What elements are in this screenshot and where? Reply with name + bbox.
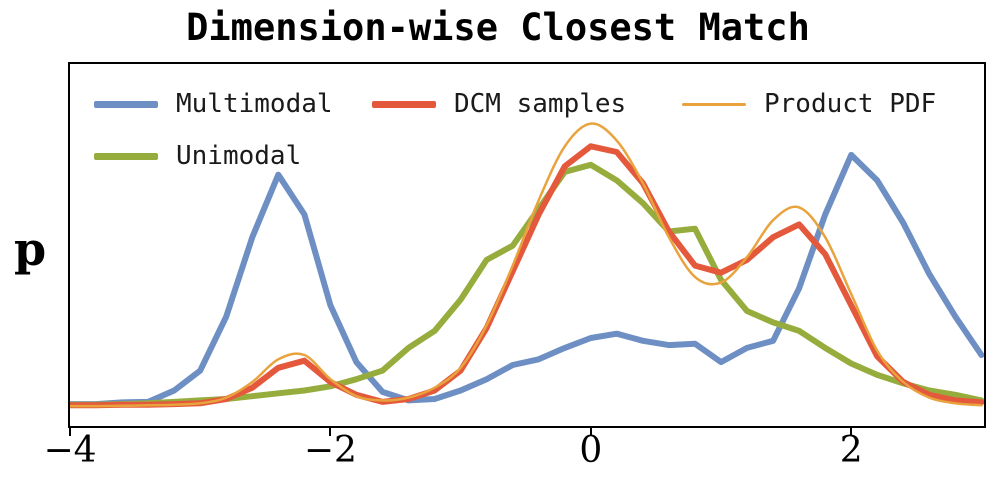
series-line-unimodal [70,161,984,408]
x-tick-mark [589,428,592,436]
legend-item-dcm-samples: DCM samples [372,89,682,119]
legend-row: Multimodal DCM samples Product PDF [70,78,970,130]
dcm-samples-line-swatch [372,100,436,108]
legend-item-product-pdf: Product PDF [682,89,936,119]
x-tick-label: −4 [43,430,97,471]
legend-item-unimodal: Unimodal [94,141,372,171]
x-tick-mark [69,428,71,436]
legend-label-product-pdf: Product PDF [764,89,937,119]
product-pdf-line-swatch [682,102,746,106]
chart-canvas [70,122,984,409]
legend-label-multimodal: Multimodal [176,89,333,119]
legend-label-unimodal: Unimodal [176,141,302,171]
series-line-multimodal [70,151,984,408]
legend-label-dcm-samples: DCM samples [454,89,627,119]
x-tick-mark [850,428,853,436]
legend: Multimodal DCM samples Product PDF Unimo… [70,78,970,182]
legend-item-multimodal: Multimodal [94,89,372,119]
x-tick-mark [329,428,332,436]
unimodal-line-swatch [94,152,158,160]
multimodal-line-swatch [94,100,158,108]
x-tick-label: −2 [303,430,357,471]
x-tick-label: 2 [839,430,863,471]
plot-area [68,62,986,428]
x-tick-label: 0 [579,430,603,471]
chart-title: Dimension-wise Closest Match [186,6,810,49]
y-axis-label: p [14,222,47,276]
series-line-dcm-samples [70,143,984,409]
legend-row: Unimodal [70,130,970,182]
series-line-product-pdf [70,122,983,408]
